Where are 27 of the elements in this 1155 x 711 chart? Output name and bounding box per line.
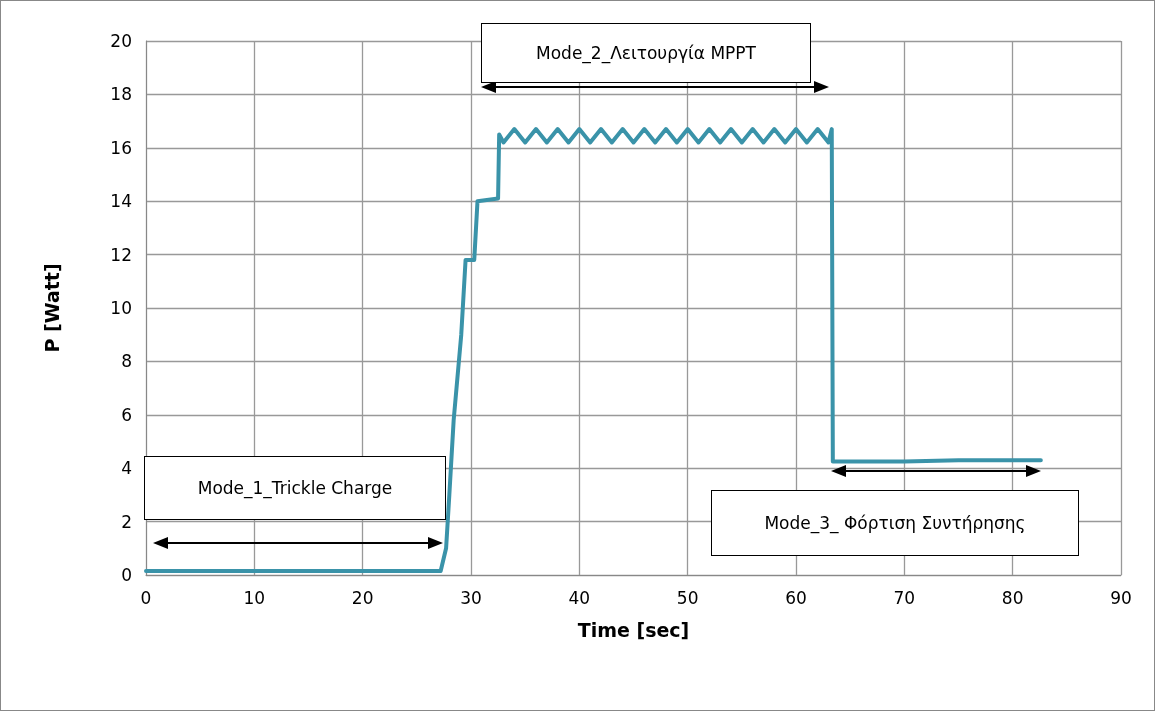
- x-tick-label: 10: [243, 587, 266, 608]
- x-tick-label: 60: [785, 587, 807, 608]
- x-tick-label: 80: [1001, 587, 1024, 608]
- x-tick-label: 0: [140, 587, 152, 608]
- x-axis-title: Time [sec]: [577, 618, 690, 641]
- x-tick-label: 50: [676, 587, 699, 608]
- y-tick-label: 16: [110, 137, 132, 158]
- y-tick-label: 4: [121, 458, 132, 479]
- y-tick-label: 12: [110, 244, 132, 265]
- x-tick-label: 30: [460, 587, 482, 608]
- text-box: Mode_3_ Φόρτιση Συντήρησης: [711, 490, 1079, 556]
- x-tick-label: 20: [351, 587, 374, 608]
- y-tick-label: 0: [121, 565, 132, 585]
- y-tick-label: 20: [110, 31, 132, 51]
- y-axis-title: P [Watt]: [40, 263, 63, 353]
- text-box: Mode_2_Λειτουργία MPPT: [481, 23, 811, 83]
- y-tick-label: 14: [110, 191, 132, 212]
- x-tick-label: 40: [568, 587, 591, 608]
- y-tick-label: 8: [121, 351, 132, 372]
- y-tick-label: 2: [121, 511, 132, 532]
- x-tick-label: 70: [893, 587, 916, 608]
- y-tick-label: 10: [110, 298, 132, 318]
- text-box: Mode_1_Trickle Charge: [144, 456, 446, 520]
- y-tick-label: 18: [110, 84, 132, 105]
- y-tick-label: 6: [121, 404, 132, 425]
- line-series: [144, 127, 1043, 573]
- x-tick-label: 90: [1110, 587, 1132, 608]
